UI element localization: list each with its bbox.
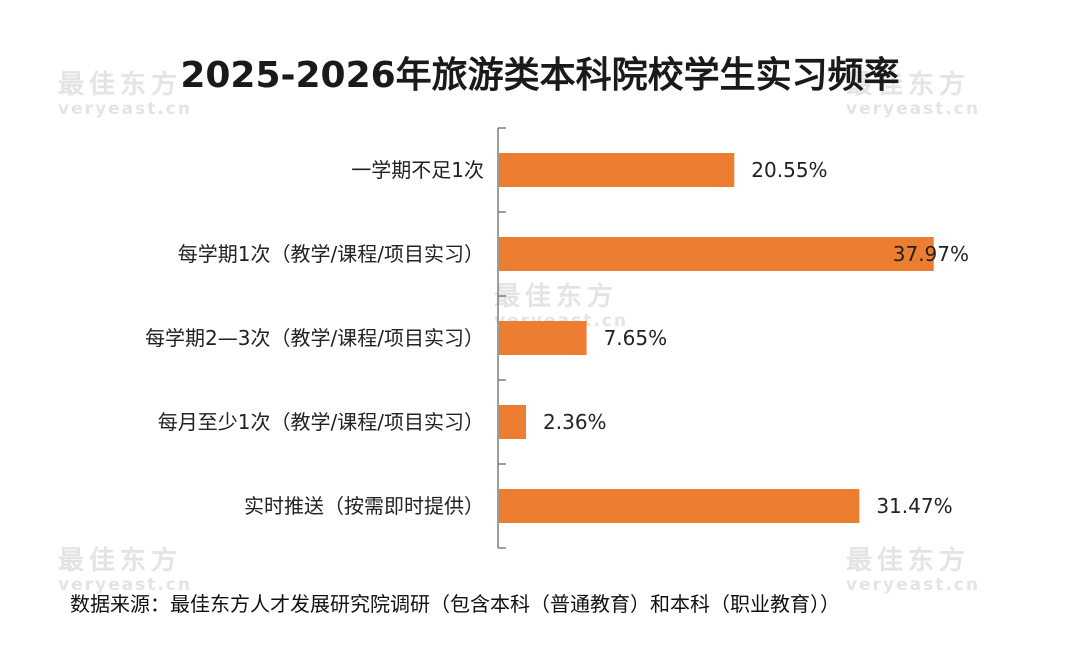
watermark-top-right: 最佳东方 veryeast.cn [846, 70, 980, 119]
bar [499, 405, 527, 439]
bar [499, 153, 735, 187]
category-label: 每学期2—3次（教学/课程/项目实习） [145, 326, 484, 350]
category-label: 一学期不足1次 [351, 158, 484, 182]
watermark-bottom-left: 最佳东方 veryeast.cn [58, 546, 192, 595]
data-label: 31.47% [876, 494, 952, 518]
data-label: 7.65% [604, 326, 668, 350]
watermark-bottom-right: 最佳东方 veryeast.cn [846, 546, 980, 595]
category-label: 实时推送（按需即时提供） [244, 494, 484, 518]
category-label: 每学期1次（教学/课程/项目实习） [178, 242, 484, 266]
category-label: 每月至少1次（教学/课程/项目实习） [158, 410, 484, 434]
chart-title: 2025-2026年旅游类本科院校学生实习频率 [180, 55, 900, 96]
data-source-note: 数据来源：最佳东方人才发展研究院调研（包含本科（普通教育）和本科（职业教育）） [70, 592, 840, 616]
data-label: 2.36% [543, 410, 607, 434]
bar [499, 237, 934, 271]
bar [499, 321, 587, 355]
watermark-top-left: 最佳东方 veryeast.cn [58, 70, 192, 119]
data-label: 20.55% [751, 158, 827, 182]
data-label: 37.97% [893, 242, 969, 266]
bar [499, 489, 860, 523]
